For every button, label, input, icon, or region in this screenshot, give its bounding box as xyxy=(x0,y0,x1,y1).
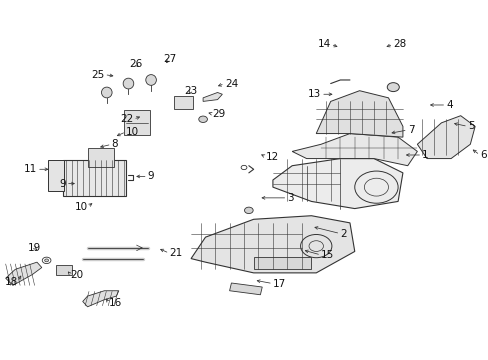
Bar xyxy=(47,160,64,191)
Text: 22: 22 xyxy=(120,114,133,124)
Bar xyxy=(123,110,150,135)
Text: 29: 29 xyxy=(212,109,225,119)
Polygon shape xyxy=(417,116,474,158)
Text: 14: 14 xyxy=(317,39,330,49)
Polygon shape xyxy=(316,91,402,137)
Polygon shape xyxy=(6,262,41,285)
Bar xyxy=(56,265,72,275)
Text: 10: 10 xyxy=(126,127,139,137)
Ellipse shape xyxy=(145,75,156,85)
Text: 27: 27 xyxy=(163,54,176,64)
Text: 19: 19 xyxy=(28,243,41,253)
Polygon shape xyxy=(82,291,119,307)
Bar xyxy=(253,257,311,269)
Text: 7: 7 xyxy=(407,125,413,135)
Text: 28: 28 xyxy=(392,39,406,49)
Text: 24: 24 xyxy=(224,78,238,89)
Polygon shape xyxy=(272,158,402,208)
Text: 16: 16 xyxy=(109,298,122,308)
Text: 2: 2 xyxy=(340,229,346,239)
Polygon shape xyxy=(203,93,222,102)
Ellipse shape xyxy=(44,259,48,262)
Ellipse shape xyxy=(123,78,134,89)
Text: 9: 9 xyxy=(147,171,154,181)
Ellipse shape xyxy=(244,207,253,213)
Text: 1: 1 xyxy=(421,150,428,160)
Polygon shape xyxy=(191,216,354,273)
Text: 11: 11 xyxy=(24,164,37,174)
Text: 23: 23 xyxy=(184,86,197,96)
Text: 26: 26 xyxy=(129,59,142,69)
Text: 9: 9 xyxy=(59,179,66,189)
Text: 6: 6 xyxy=(479,150,486,160)
Text: 25: 25 xyxy=(91,69,104,80)
Text: 5: 5 xyxy=(467,121,473,131)
Text: 15: 15 xyxy=(321,250,334,260)
Bar xyxy=(87,148,114,167)
Ellipse shape xyxy=(386,83,399,91)
Text: 8: 8 xyxy=(111,139,118,149)
Polygon shape xyxy=(291,134,417,166)
Text: 10: 10 xyxy=(74,202,87,212)
Text: 20: 20 xyxy=(71,270,83,280)
Text: 4: 4 xyxy=(446,100,452,110)
Text: 21: 21 xyxy=(169,248,182,258)
Bar xyxy=(63,160,126,196)
Text: 3: 3 xyxy=(287,193,293,203)
Ellipse shape xyxy=(198,116,207,122)
Text: 13: 13 xyxy=(307,89,321,99)
Ellipse shape xyxy=(102,87,112,98)
Text: 17: 17 xyxy=(272,279,285,289)
Bar xyxy=(229,283,262,295)
Text: 18: 18 xyxy=(4,277,18,287)
Text: 12: 12 xyxy=(265,152,278,162)
Bar xyxy=(174,96,193,109)
